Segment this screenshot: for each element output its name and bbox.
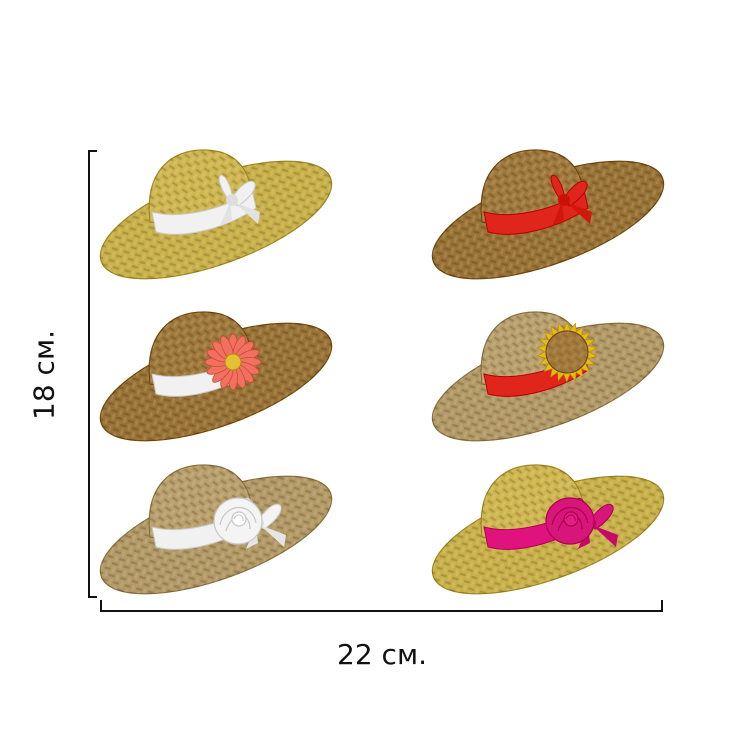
height-dimension-label: 18 см. xyxy=(27,330,61,420)
width-dimension-label: 22 см. xyxy=(337,638,427,671)
straw-hat xyxy=(99,464,333,595)
straw-hat xyxy=(431,311,665,442)
straw-hat xyxy=(431,464,665,595)
straw-hat xyxy=(99,311,333,442)
rose-flower xyxy=(545,497,595,545)
straw-hat xyxy=(431,149,665,280)
sunflower xyxy=(536,321,598,383)
hat-band xyxy=(483,189,589,235)
ribbon-bow xyxy=(218,174,260,226)
daisy-flower xyxy=(204,333,262,391)
ribbon-bow xyxy=(550,174,592,226)
hats-grid xyxy=(99,149,665,595)
straw-hat xyxy=(99,149,333,280)
width-dimension-line xyxy=(100,600,663,612)
rose-flower xyxy=(213,497,263,545)
height-dimension-line xyxy=(88,150,97,598)
hat-band xyxy=(151,189,257,235)
